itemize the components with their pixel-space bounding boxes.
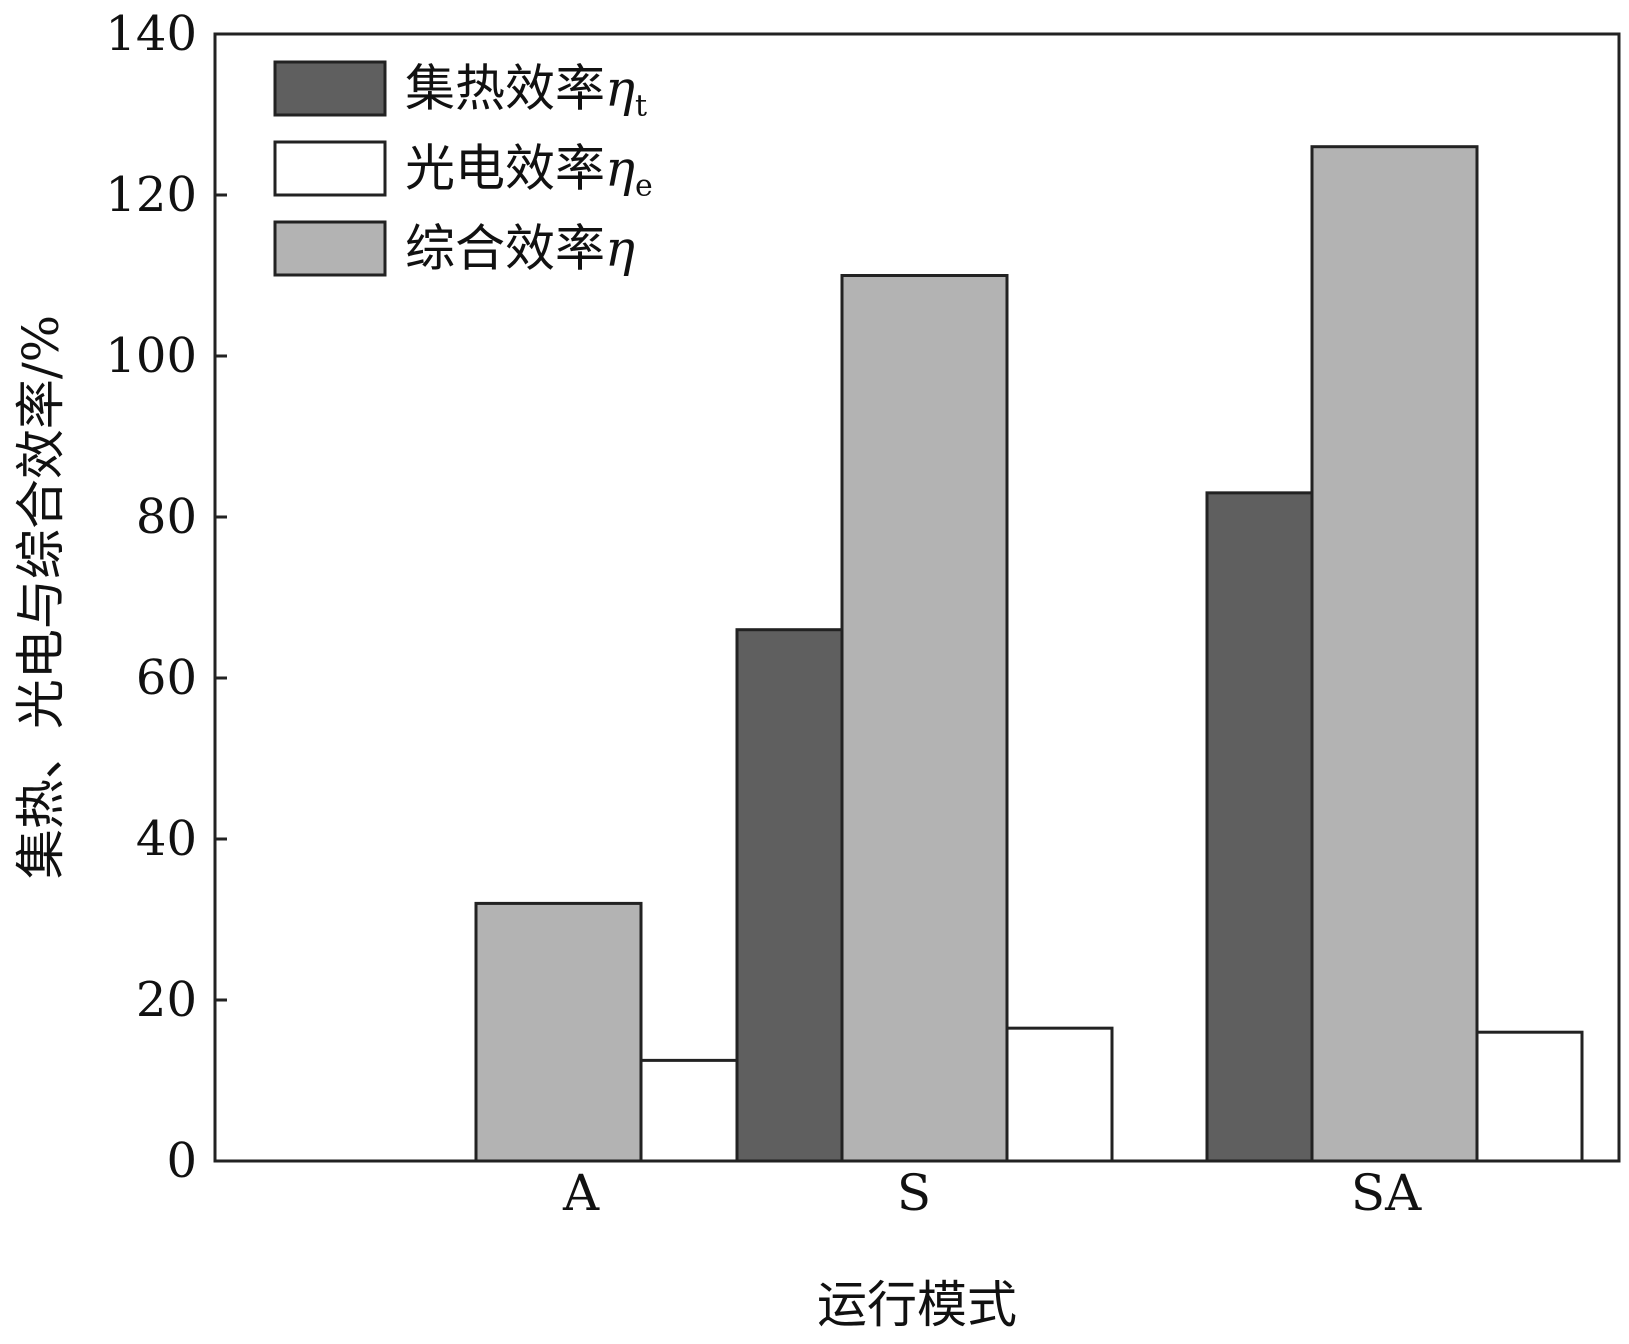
bar-sa-series-1 [1310,145,1479,1163]
y-tick-label: 40 [136,811,197,867]
y-tick-label: 120 [105,167,197,223]
bar-a-series-1 [474,901,643,1163]
y-axis-title: 集热、光电与综合效率/% [12,315,70,879]
bars-layer [474,145,1584,1163]
legend-label-0: 集热效率ηt [405,60,647,124]
y-tick-label: 80 [136,489,197,545]
legend-swatch-0 [273,60,387,117]
bar-s-series-0 [735,628,844,1163]
x-axis: A S SA [562,1164,1422,1222]
legend: 集热效率ηt 光电效率ηe 综合效率η [273,60,653,278]
x-tick-label-s: S [897,1164,931,1222]
legend-label-2: 光电效率ηe [405,140,653,204]
legend-swatch-2 [273,140,387,197]
bar-sa-series-2 [1475,1030,1584,1163]
x-tick-label-a: A [562,1164,600,1222]
bar-a-series-2 [639,1058,748,1163]
bar-sa-series-0 [1205,491,1314,1163]
legend-label-1: 综合效率η [405,220,635,278]
legend-swatch-1 [273,220,387,277]
bar-s-series-1 [840,274,1009,1163]
y-tick-label: 20 [136,972,197,1028]
y-axis: 0 20 40 60 80 100 120 140 [105,6,227,1189]
x-axis-title: 运行模式 [817,1276,1017,1334]
y-tick-label: 0 [166,1133,197,1189]
plot-frame [213,32,1621,1163]
x-tick-label-sa: SA [1351,1164,1422,1222]
y-tick-label: 60 [136,650,197,706]
y-tick-label: 100 [105,328,197,384]
y-tick-label: 140 [105,6,197,62]
bar-s-series-2 [1005,1026,1114,1163]
